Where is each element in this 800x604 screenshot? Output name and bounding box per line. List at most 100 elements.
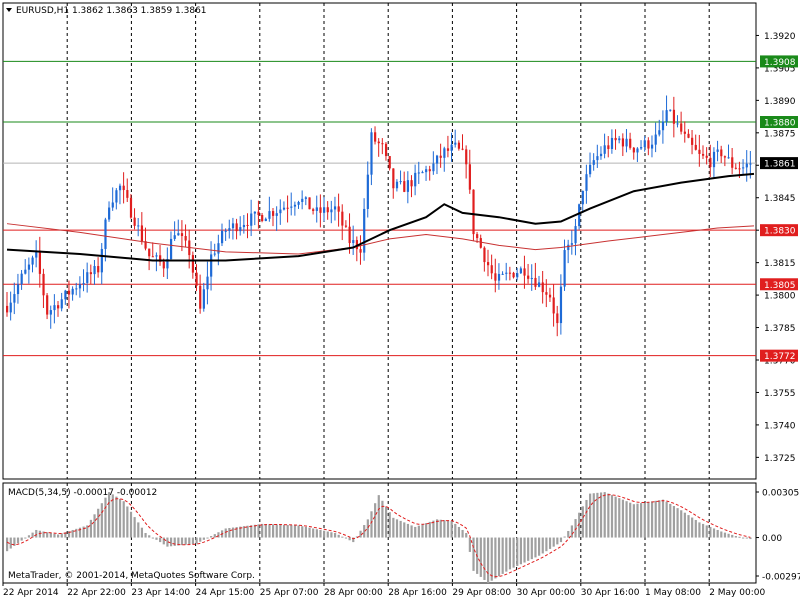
macd-bar xyxy=(538,537,541,556)
candle xyxy=(363,198,366,261)
macd-bar xyxy=(374,503,377,538)
candle xyxy=(140,212,144,245)
candle xyxy=(315,195,318,223)
candle xyxy=(625,129,628,153)
dropdown-triangle-icon[interactable] xyxy=(6,8,12,12)
candle xyxy=(377,138,380,157)
candle-body xyxy=(57,305,60,309)
macd-bar xyxy=(505,537,508,572)
candle xyxy=(720,145,723,163)
candle-body xyxy=(650,144,654,149)
candle-body xyxy=(275,213,278,216)
macd-bar xyxy=(516,537,519,566)
candle-body xyxy=(60,299,63,309)
horizontal-levels[interactable] xyxy=(3,60,756,357)
candle xyxy=(49,305,52,329)
time-axis[interactable]: 22 Apr 2014 22 Apr 22:00 23 Apr 14:00 24 Ap… xyxy=(2,583,765,598)
candle-body xyxy=(621,138,625,147)
candle-body xyxy=(97,266,100,273)
candle-body xyxy=(607,145,610,149)
macd-bar xyxy=(399,520,402,538)
candle xyxy=(556,305,559,337)
macd-bar xyxy=(228,528,231,538)
candle xyxy=(195,264,198,292)
candle xyxy=(461,134,464,151)
macd-bar xyxy=(180,537,184,546)
candle-body xyxy=(691,137,694,145)
candle-body xyxy=(727,157,730,159)
macd-bar xyxy=(344,537,348,539)
macd-bar xyxy=(86,525,89,538)
candle xyxy=(366,161,369,218)
x-tick-label: 1 May 08:00 xyxy=(645,588,701,598)
candle-body xyxy=(71,288,74,295)
candle-body xyxy=(184,236,187,241)
candle-body xyxy=(195,272,198,286)
candle xyxy=(290,192,293,216)
candle xyxy=(399,170,402,185)
candle xyxy=(86,262,89,293)
candle-body xyxy=(257,211,260,216)
candle xyxy=(395,179,399,192)
candle-body xyxy=(643,140,646,148)
macd-bar xyxy=(173,537,176,546)
macd-bar xyxy=(698,522,701,538)
candle xyxy=(344,220,348,228)
candle xyxy=(122,172,125,204)
candle-body xyxy=(519,268,522,274)
level-tag-label: 1.3908 xyxy=(764,58,796,68)
candle-body xyxy=(618,138,621,141)
macd-bar xyxy=(297,525,300,538)
macd-bar xyxy=(625,501,628,538)
candle-body xyxy=(348,226,351,244)
candle xyxy=(683,121,686,143)
candle-body xyxy=(432,163,435,172)
candle-body xyxy=(672,109,676,124)
candle-body xyxy=(749,163,752,165)
candle xyxy=(523,255,526,289)
macd-bar xyxy=(272,524,275,538)
macd-bar xyxy=(578,512,581,538)
candle xyxy=(151,242,154,258)
macd-bar xyxy=(184,537,187,545)
candle-body xyxy=(406,180,410,192)
candle-body xyxy=(665,110,668,122)
candle xyxy=(472,189,475,242)
candle-body xyxy=(250,213,253,226)
candle-body xyxy=(133,217,136,226)
macd-bar xyxy=(632,504,635,538)
candle xyxy=(78,276,82,298)
candle-body xyxy=(89,272,93,275)
candle-body xyxy=(435,155,439,164)
candle-body xyxy=(359,249,362,253)
candle-body xyxy=(24,269,27,274)
macd-bar xyxy=(745,537,748,539)
candle-body xyxy=(126,190,129,198)
candle-body xyxy=(46,295,49,315)
candle xyxy=(428,165,431,181)
candle-body xyxy=(443,148,446,158)
candle-body xyxy=(742,167,745,169)
macd-bar xyxy=(716,529,719,538)
candle xyxy=(326,201,329,220)
price-axis[interactable]: 1.39201.39051.38901.38751.38601.38451.38… xyxy=(756,32,796,464)
candle-body xyxy=(53,305,56,311)
macd-bar xyxy=(166,537,169,547)
macd-bar xyxy=(610,495,614,538)
macd-bar xyxy=(82,526,85,538)
candle xyxy=(188,229,191,269)
candle-body xyxy=(330,209,333,213)
macd-bar xyxy=(140,527,144,538)
candle xyxy=(687,129,690,139)
candle xyxy=(592,153,595,171)
macd-bar xyxy=(337,534,340,538)
candle xyxy=(253,211,256,226)
macd-bar xyxy=(137,522,140,538)
candle-body xyxy=(701,153,705,156)
macd-bar xyxy=(122,501,125,538)
candle-body xyxy=(148,248,151,257)
candle-body xyxy=(384,143,388,157)
candles[interactable] xyxy=(6,95,752,337)
